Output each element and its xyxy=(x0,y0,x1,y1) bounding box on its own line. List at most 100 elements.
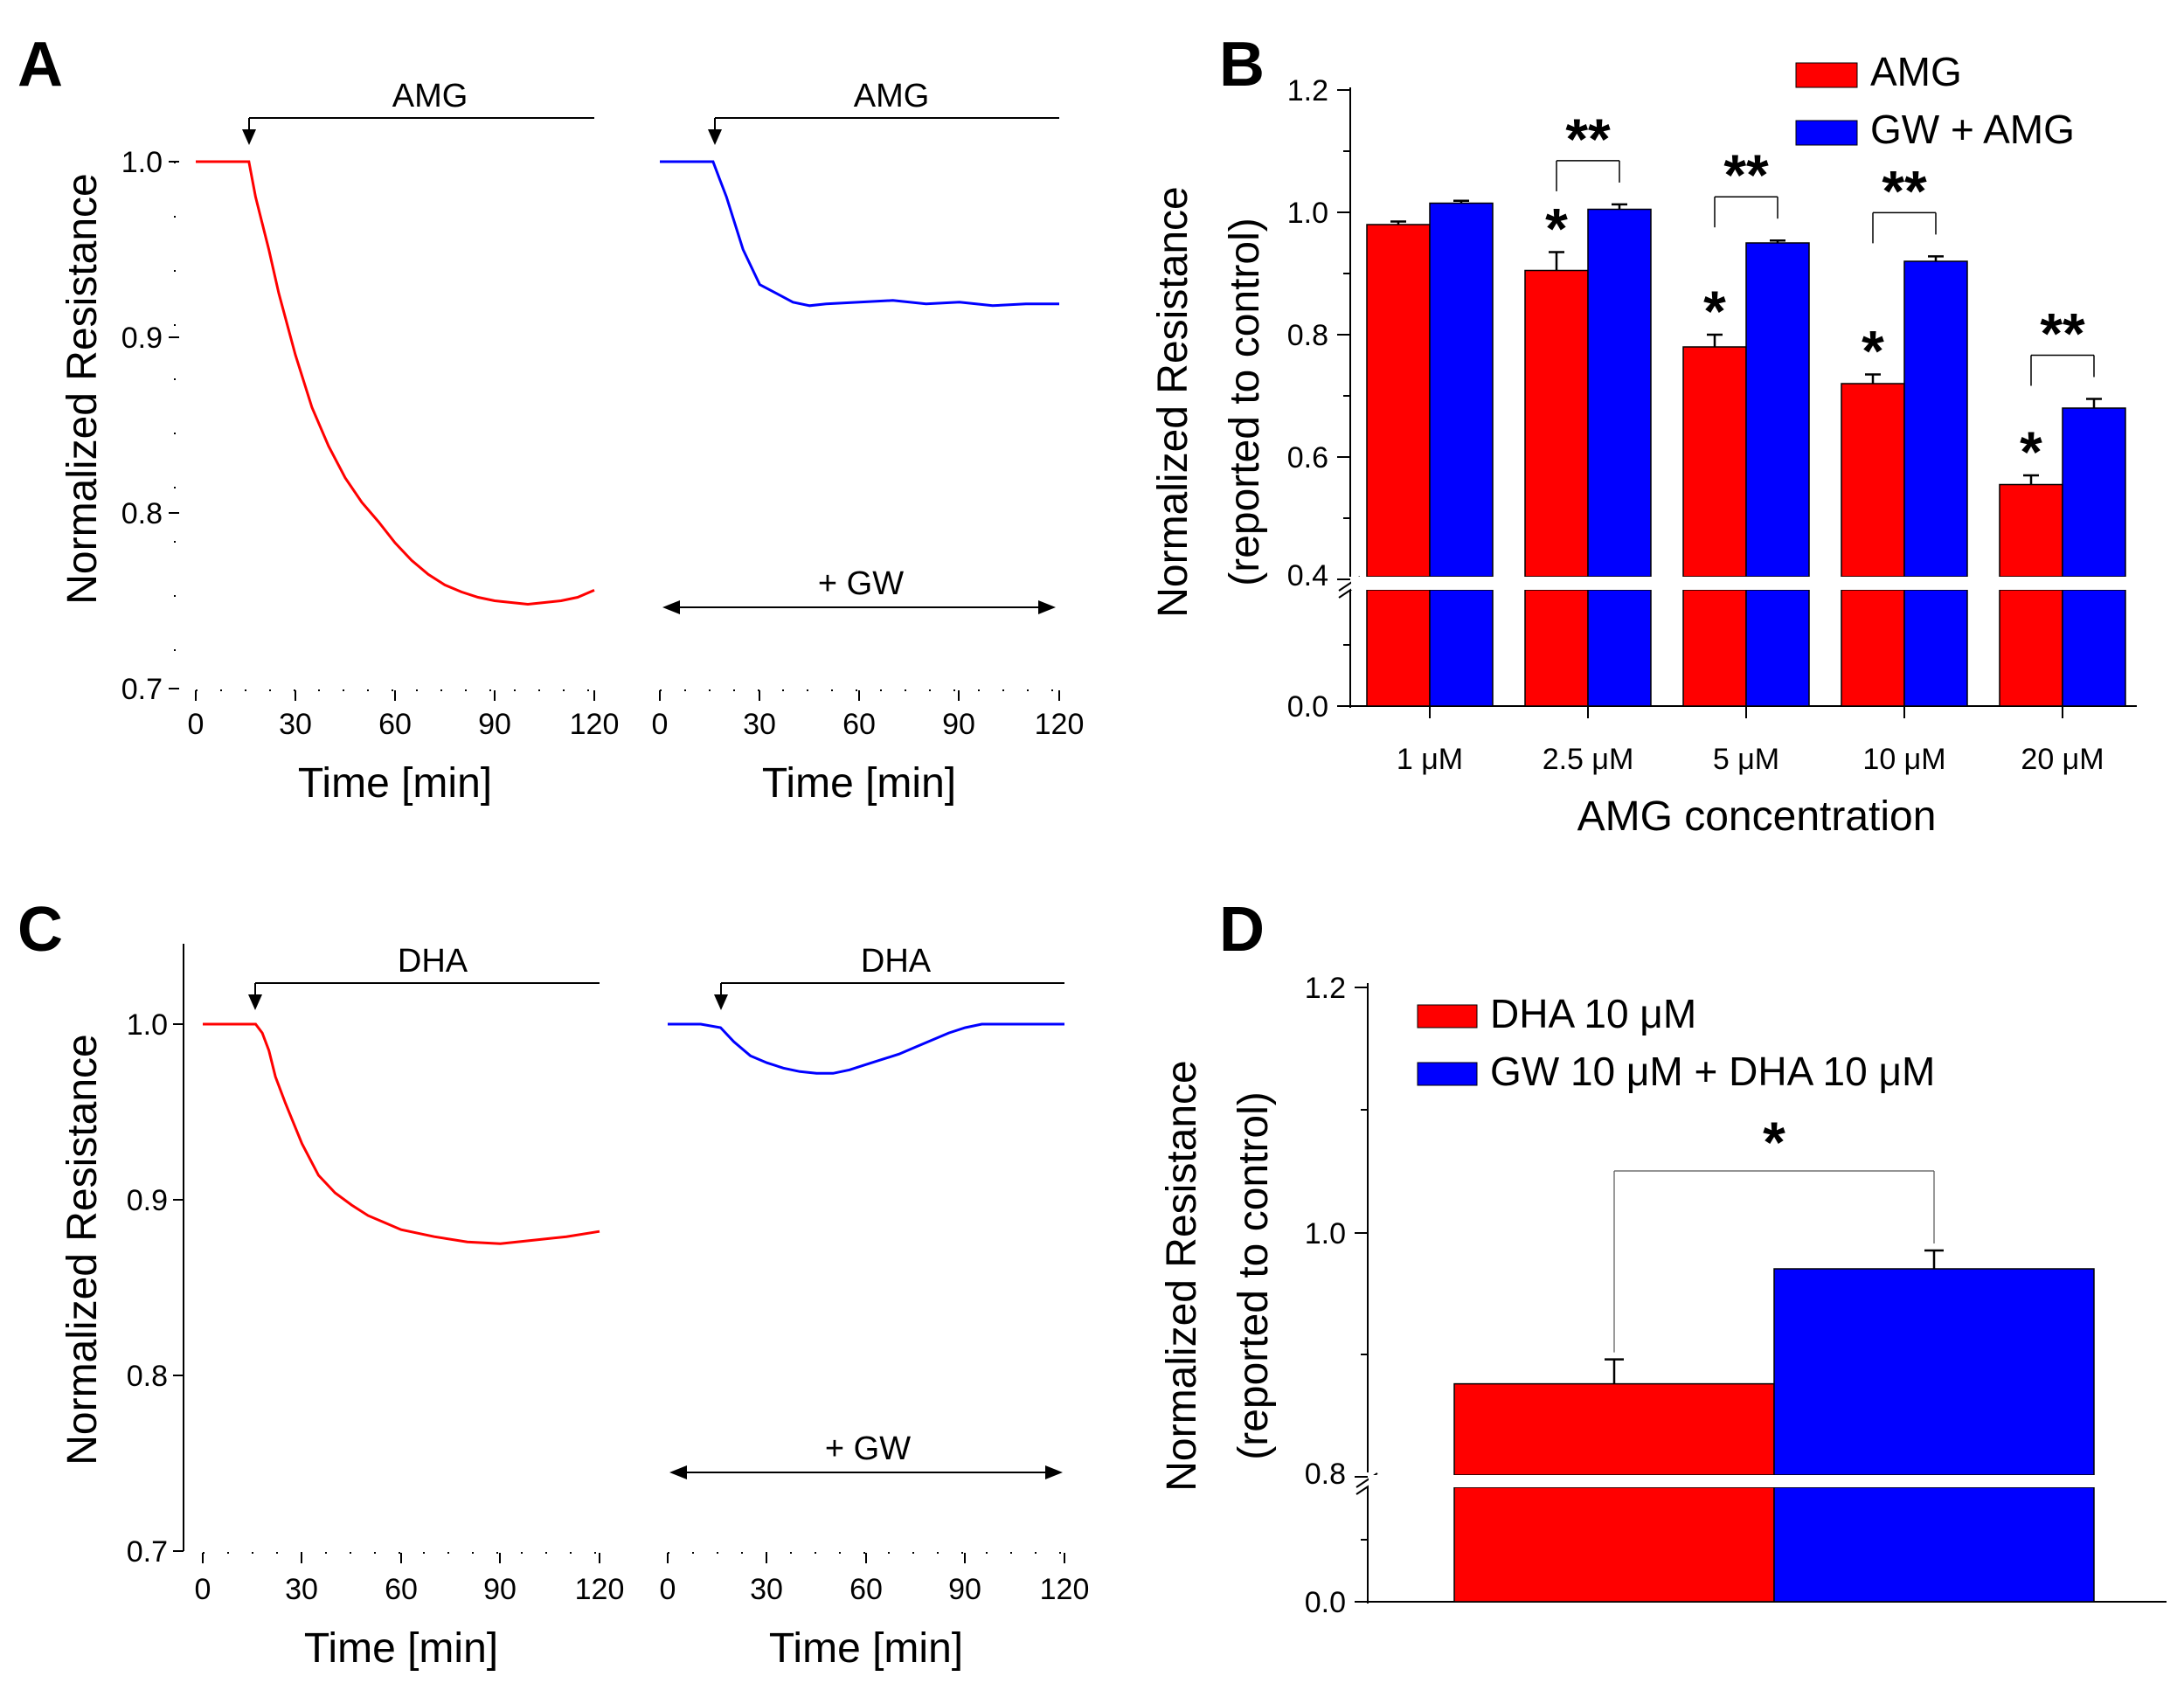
bar xyxy=(1745,242,1810,578)
bar-lower xyxy=(1773,1486,2095,1603)
bar xyxy=(1524,269,1589,578)
x-tick-label: 60 xyxy=(842,708,876,741)
y-tick-label: 1.0 xyxy=(1305,1217,1346,1250)
x-tick-label: 90 xyxy=(942,708,975,741)
panel-b: B Normalized Resistance (reported to con… xyxy=(1150,30,2138,840)
bar xyxy=(1999,483,2063,578)
bar xyxy=(1773,1268,2095,1476)
panel-a: A Normalized Resistance 0.7 0.8 0.9 1.0 … xyxy=(17,30,1084,807)
panel-d-legend: DHA 10 μM GW 10 μM + DHA 10 μM xyxy=(1417,991,1935,1094)
category-label: 2.5 μM xyxy=(1543,743,1634,776)
y-tick-label: 0.8 xyxy=(121,497,163,530)
panel-b-yticks: 0.0 0.4 0.6 0.8 1.0 1.2 xyxy=(1287,74,1361,724)
y-tick-label: 1.0 xyxy=(127,1008,168,1042)
bar xyxy=(1682,346,1747,578)
legend-swatch xyxy=(1795,120,1858,146)
gw-label: + GW xyxy=(818,565,904,602)
panel-c-yticks: 0.7 0.8 0.9 1.0 xyxy=(127,1008,184,1569)
panel-d: D Normalized Resistance (reported to con… xyxy=(1159,895,2167,1619)
panel-b-xticks: 1 μM 2.5 μM 5 μM 10 μM 20 μM xyxy=(1397,706,2104,776)
legend-swatch xyxy=(1417,1062,1478,1086)
panel-c-left-xlabel: Time [min] xyxy=(304,1625,498,1672)
bar-lower xyxy=(1745,589,1810,707)
significance-star: * xyxy=(1862,319,1884,384)
y-tick-label: 1.0 xyxy=(121,146,163,179)
bar xyxy=(1587,208,1652,578)
bar xyxy=(1453,1382,1775,1476)
panel-d-bars: * xyxy=(1369,1110,2164,1603)
panel-d-ylabel: Normalized Resistance xyxy=(1159,1060,1205,1492)
legend-label: DHA 10 μM xyxy=(1490,991,1696,1036)
panel-a-ylabel: Normalized Resistance xyxy=(59,173,106,605)
panel-a-left-xlabel: Time [min] xyxy=(298,760,492,807)
panel-b-ylabel2: (reported to control) xyxy=(1222,218,1268,586)
panel-a-right-xlabel: Time [min] xyxy=(762,760,956,807)
treatment-label: AMG xyxy=(392,78,468,114)
x-tick-label: 90 xyxy=(483,1573,517,1606)
x-tick-label: 60 xyxy=(849,1573,883,1606)
x-tick-label: 90 xyxy=(948,1573,981,1606)
y-tick-label: 0.8 xyxy=(127,1360,168,1393)
panel-c-subplot-gw-dha: 0 30 60 90 120 Time [min] DHA + GW xyxy=(660,943,1090,1672)
panel-d-yticks: 0.0 0.8 1.0 1.2 xyxy=(1305,972,1378,1619)
x-tick-label: 0 xyxy=(188,708,205,741)
x-tick-label: 60 xyxy=(378,708,412,741)
panel-b-xlabel: AMG concentration xyxy=(1577,793,1937,840)
y-tick-label: 0.9 xyxy=(127,1184,168,1217)
panel-d-label: D xyxy=(1219,895,1265,965)
bar-lower xyxy=(2062,589,2126,707)
x-tick-label: 120 xyxy=(570,708,620,741)
bar-lower xyxy=(1453,1486,1775,1603)
bar xyxy=(1841,383,1905,578)
panel-a-yticks: 0.7 0.8 0.9 1.0 xyxy=(121,146,179,706)
y-tick-label: 0.4 xyxy=(1287,559,1328,592)
bar-lower xyxy=(1587,589,1652,707)
y-tick-label: 0.6 xyxy=(1287,441,1328,474)
category-label: 10 μM xyxy=(1862,743,1945,776)
onset-arrow-icon xyxy=(248,994,262,1010)
panel-c-subplot-dha: 0 30 60 90 120 Time [min] DHA xyxy=(195,943,625,1672)
trace-dha xyxy=(203,1022,600,1245)
bar-lower xyxy=(1366,589,1431,707)
x-tick-label: 60 xyxy=(385,1573,418,1606)
x-tick-label: 0 xyxy=(195,1573,211,1606)
panel-a-subplot-gw-amg: 0 30 60 90 120 Time [min] AMG + GW xyxy=(652,78,1085,807)
arrow-right-icon xyxy=(1038,600,1056,614)
treatment-label: DHA xyxy=(398,943,468,980)
trace-gw-dha xyxy=(668,1022,1064,1075)
panel-b-label: B xyxy=(1219,30,1265,100)
category-label: 20 μM xyxy=(2021,743,2104,776)
bar xyxy=(1429,202,1494,578)
panel-b-bars: ******** **** xyxy=(1351,107,2138,707)
gw-label: + GW xyxy=(825,1430,911,1467)
x-tick-label: 90 xyxy=(478,708,511,741)
y-tick-label: 0.8 xyxy=(1305,1458,1346,1491)
x-tick-label: 120 xyxy=(575,1573,625,1606)
y-tick-label: 0.0 xyxy=(1287,690,1328,724)
panel-a-label: A xyxy=(17,30,63,100)
y-tick-label: 0.7 xyxy=(127,1535,168,1569)
y-tick-label: 0.8 xyxy=(1287,319,1328,352)
panel-b-ylabel: Normalized Resistance xyxy=(1150,186,1196,618)
category-label: 5 μM xyxy=(1713,743,1779,776)
panel-b-legend: AMG GW + AMG xyxy=(1795,49,2075,152)
trace-amg xyxy=(196,160,595,606)
bar xyxy=(1366,224,1431,578)
x-tick-label: 30 xyxy=(285,1573,318,1606)
y-tick-label: 1.2 xyxy=(1305,972,1346,1005)
y-tick-label: 0.9 xyxy=(121,322,163,355)
x-tick-label: 120 xyxy=(1040,1573,1090,1606)
panel-c-label: C xyxy=(17,895,63,965)
x-tick-label: 120 xyxy=(1035,708,1085,741)
x-tick-label: 30 xyxy=(750,1573,783,1606)
treatment-label: AMG xyxy=(854,78,930,114)
significance-star: * xyxy=(1545,197,1568,261)
legend-label: GW + AMG xyxy=(1870,107,2075,152)
significance-double-star: ** xyxy=(1723,142,1769,207)
bar-lower xyxy=(1841,589,1905,707)
panel-c: C Normalized Resistance 0.7 0.8 0.9 1.0 … xyxy=(17,895,1089,1672)
y-tick-label: 1.2 xyxy=(1287,74,1328,107)
x-tick-label: 0 xyxy=(652,708,669,741)
onset-arrow-icon xyxy=(242,129,256,145)
bar xyxy=(1903,260,1968,578)
